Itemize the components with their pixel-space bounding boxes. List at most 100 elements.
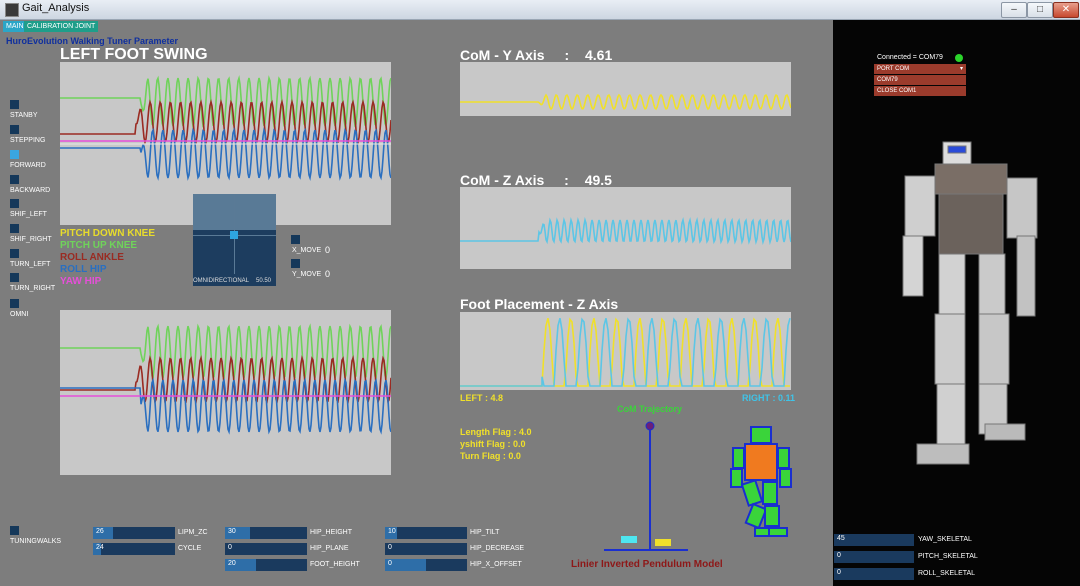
slider-hip_tilt[interactable]: 10: [385, 527, 467, 539]
foot-left-series: [460, 317, 790, 387]
slider-label-lipm_zc: LIPM_ZC: [178, 529, 208, 536]
slider-label-foot_height: FOOT_HEIGHT: [310, 561, 360, 568]
slider-hip_decrease[interactable]: 0: [385, 543, 467, 555]
slider-fill: [385, 527, 398, 539]
tab-calibration-joint[interactable]: CALIBRATION JOINT: [24, 21, 99, 32]
mode-checkbox-shif_right[interactable]: [10, 224, 19, 233]
com-y-label: CoM - Y Axis: [460, 47, 545, 63]
title-bar: Gait_Analysis – □ ✕: [0, 0, 1080, 20]
humanoid-robot-render: [902, 141, 1038, 465]
com-y-colon: :: [564, 47, 570, 63]
com-y-series: [460, 93, 792, 111]
mode-label-omni: OMNI: [10, 311, 29, 318]
x-move-value: 0: [325, 245, 331, 255]
legend-item-2: ROLL ANKLE: [60, 252, 124, 263]
slider-value: 45: [837, 535, 845, 542]
mode-label-turn_right: TURN_RIGHT: [10, 285, 56, 292]
com-z-value: 49.5: [584, 172, 612, 188]
slider-value: 0: [388, 560, 392, 567]
mode-checkbox-backward[interactable]: [10, 175, 19, 184]
slider-value: 20: [228, 560, 236, 567]
pendulum-mass: [645, 421, 655, 431]
slider-value: 24: [96, 544, 104, 551]
slider-value: 0: [837, 552, 841, 559]
slider-hip_plane[interactable]: 0: [225, 543, 307, 555]
port-com-select[interactable]: PORT COM ▾: [874, 64, 966, 74]
app-icon: [5, 3, 19, 17]
robot-stick-figure: [730, 426, 792, 537]
mode-label-stanby: STANBY: [10, 112, 38, 119]
mode-label-backward: BACKWARD: [10, 187, 51, 194]
slider-hip_height[interactable]: 30: [225, 527, 307, 539]
slider-pitch_skeletal[interactable]: 0: [834, 551, 914, 563]
mode-checkbox-shif_left[interactable]: [10, 199, 19, 208]
slider-lipm_zc[interactable]: 26: [93, 527, 175, 539]
omnidirectional-pad[interactable]: OMNIDIRECTIONAL 50.50: [193, 194, 276, 286]
com-trajectory-label: CoM Trajectory: [617, 404, 683, 414]
mode-label-stepping: STEPPING: [10, 137, 46, 144]
omni-label: OMNIDIRECTIONAL: [193, 278, 250, 284]
slider-fill: [93, 527, 113, 539]
mode-checkbox-omni[interactable]: [10, 299, 19, 308]
lipm-model-label: Linier Inverted Pendulum Model: [571, 559, 723, 570]
foot-right-value: RIGHT : 0.11: [742, 393, 796, 403]
mode-label-forward: FORWARD: [10, 162, 46, 169]
slider-value: 30: [228, 528, 236, 535]
tuning-walks-checkbox[interactable]: [10, 526, 19, 535]
turn-flag: Turn Flag : 0.0: [460, 451, 521, 461]
foot-placement-plot: [460, 312, 791, 390]
mode-label-turn_left: TURN_LEFT: [10, 261, 51, 268]
slider-foot_height[interactable]: 20: [225, 559, 307, 571]
connection-status: Connected = COM79: [877, 54, 943, 61]
slider-fill: [385, 559, 426, 571]
tab-main[interactable]: MAIN: [3, 21, 27, 32]
slider-fill: [225, 559, 257, 571]
lipm-diagram: [604, 421, 688, 551]
foot-right-series: [460, 317, 791, 387]
y-move-label: Y_MOVE: [292, 271, 322, 278]
close-button[interactable]: ✕: [1053, 2, 1079, 18]
left-foot-swing-title: LEFT FOOT SWING: [60, 46, 208, 63]
x-move-checkbox[interactable]: [291, 235, 300, 244]
com-z-title: CoM - Z Axis : 49.5: [460, 172, 612, 188]
slider-value: 0: [388, 544, 392, 551]
slider-yaw_skeletal[interactable]: 45: [834, 534, 914, 546]
connection-indicator: [955, 54, 963, 62]
minimize-button[interactable]: –: [1001, 2, 1027, 18]
com-port-option[interactable]: COM79: [874, 75, 966, 85]
slider-label-hip_x_offset: HIP_X_OFFSET: [470, 561, 522, 568]
foot-left-value: LEFT : 4.8: [460, 393, 504, 403]
slider-value: 10: [388, 528, 396, 535]
series-2-green: [60, 323, 392, 381]
tuning-walks-label: TUNINGWALKS: [10, 538, 62, 545]
left-foot-marker: [621, 536, 637, 543]
x-move-label: X_MOVE: [292, 247, 322, 254]
y-move-value: 0: [325, 269, 331, 279]
slider-hip_x_offset[interactable]: 0: [385, 559, 467, 571]
length-flag: Length Flag : 4.0: [460, 427, 532, 437]
slider-roll_skeletal[interactable]: 0: [834, 568, 914, 580]
com-y-plot: [460, 62, 792, 116]
slider-value: 0: [837, 569, 841, 576]
omni-handle[interactable]: [230, 231, 238, 239]
legend-item-3: ROLL HIP: [60, 264, 107, 275]
omni-value: 50.50: [256, 278, 272, 284]
close-com-button[interactable]: CLOSE COM1: [874, 86, 966, 96]
chevron-down-icon: ▾: [959, 66, 963, 72]
series-roll-hip: [60, 127, 392, 181]
mode-checkbox-stepping[interactable]: [10, 125, 19, 134]
slider-label-hip_tilt: HIP_TILT: [470, 529, 500, 536]
maximize-button[interactable]: □: [1027, 2, 1053, 18]
mode-checkbox-stanby[interactable]: [10, 100, 19, 109]
com-z-colon: :: [564, 172, 569, 188]
series-pitch-up-knee: [60, 75, 392, 129]
mode-checkbox-turn_left[interactable]: [10, 249, 19, 258]
slider-label-roll_skeletal: ROLL_SKELETAL: [918, 570, 976, 577]
y-move-checkbox[interactable]: [291, 259, 300, 268]
slider-cycle[interactable]: 24: [93, 543, 175, 555]
mode-checkbox-turn_right[interactable]: [10, 273, 19, 282]
joint-swing-plot-2: [60, 310, 392, 475]
com-z-series: [460, 216, 792, 246]
mode-label-shif_left: SHIF_LEFT: [10, 211, 47, 218]
mode-checkbox-forward[interactable]: [10, 150, 19, 159]
